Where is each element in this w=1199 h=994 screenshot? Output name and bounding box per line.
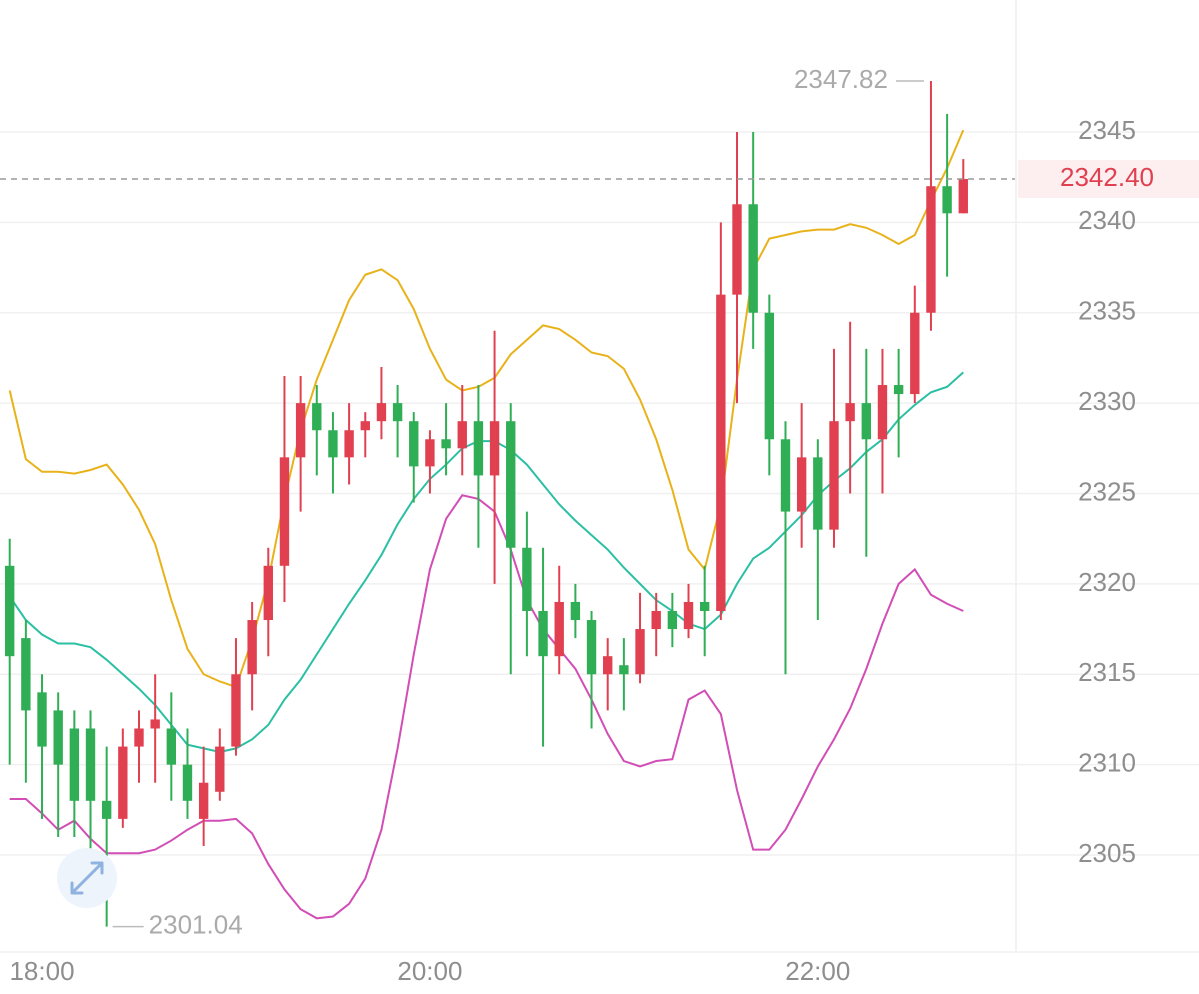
candle-body xyxy=(603,656,613,675)
expand-icon[interactable] xyxy=(57,848,117,908)
candle-body xyxy=(877,385,888,440)
labels: 2305 2310 2315 2320 2325 2330 2335 2340 2345 18:0… xyxy=(0,64,1199,986)
candle-body xyxy=(538,611,548,657)
y-tick-label: 2330 xyxy=(1078,386,1136,416)
candle-body xyxy=(716,294,726,611)
candle-body xyxy=(312,403,322,431)
x-tick-label: 18:00 xyxy=(9,956,74,986)
candle-body xyxy=(328,430,338,458)
candle-body xyxy=(651,611,661,630)
y-tick-label: 2325 xyxy=(1078,476,1136,506)
candle-body xyxy=(619,665,629,675)
candle-body xyxy=(845,403,855,422)
candle-body xyxy=(813,457,823,530)
y-tick-label: 2340 xyxy=(1078,205,1136,235)
candle-body xyxy=(861,403,871,440)
y-tick-label: 2310 xyxy=(1078,748,1136,778)
candle-body xyxy=(570,601,581,621)
candle-body xyxy=(134,728,144,747)
candle-body xyxy=(279,457,290,566)
candle-body xyxy=(441,439,451,449)
candle-body xyxy=(958,178,968,214)
candle-body xyxy=(69,728,80,801)
candle-body xyxy=(231,674,241,747)
band-line xyxy=(8,371,964,754)
low-label: 2301.04 xyxy=(149,909,243,939)
last-price-bg xyxy=(1018,159,1199,198)
candle-body xyxy=(699,601,710,611)
candle-body xyxy=(942,186,952,214)
high-label: 2347.82 xyxy=(794,64,888,94)
candle-body xyxy=(667,611,678,630)
candle-body xyxy=(764,312,775,440)
candle-body xyxy=(473,421,484,476)
candle-body xyxy=(522,547,532,611)
candle-body xyxy=(409,421,419,467)
x-tick-label: 20:00 xyxy=(397,956,462,986)
candle-body xyxy=(732,204,742,295)
candle-body xyxy=(425,439,435,467)
x-tick-label: 22:00 xyxy=(785,956,850,986)
candle-body xyxy=(635,629,645,675)
candle-body xyxy=(780,439,791,512)
candle-body xyxy=(554,601,564,657)
candle-body xyxy=(215,746,225,792)
candle-body xyxy=(360,421,370,431)
candle-body xyxy=(796,457,807,512)
y-tick-label: 2320 xyxy=(1078,567,1136,597)
candles xyxy=(5,80,968,927)
candle-body xyxy=(910,312,920,395)
candle-body xyxy=(150,719,160,729)
y-tick-label: 2345 xyxy=(1078,115,1136,145)
band-line xyxy=(9,494,964,920)
candle-body xyxy=(53,710,63,765)
candle-body xyxy=(926,186,936,313)
bands xyxy=(8,129,965,920)
candle-body xyxy=(182,764,193,801)
candle-body xyxy=(392,403,403,422)
last-price-label: 2342.40 xyxy=(1060,162,1154,192)
candle-body xyxy=(263,565,273,621)
candle-body xyxy=(586,620,597,675)
candle-body xyxy=(489,421,500,476)
band-line xyxy=(8,129,965,689)
candle-body xyxy=(21,638,31,711)
candle-body xyxy=(344,430,354,458)
candle-body xyxy=(198,782,209,819)
candle-body xyxy=(295,403,306,458)
y-tick-label: 2335 xyxy=(1078,296,1136,326)
y-tick-label: 2315 xyxy=(1078,657,1136,687)
y-tick-label: 2305 xyxy=(1078,838,1136,868)
candle-body xyxy=(37,692,47,747)
candle-body xyxy=(748,204,758,313)
candle-body xyxy=(829,421,839,530)
candle-body xyxy=(683,601,694,630)
candle-body xyxy=(893,385,904,395)
candle-body xyxy=(457,421,467,449)
candle-body xyxy=(85,728,96,801)
grid xyxy=(0,131,1199,856)
candle-body xyxy=(101,800,112,819)
candle-body xyxy=(247,620,257,675)
candle-body xyxy=(506,421,516,548)
candle-body xyxy=(5,565,15,657)
candle-body xyxy=(376,403,387,422)
candle-body xyxy=(166,728,177,765)
candle-body xyxy=(118,746,128,819)
